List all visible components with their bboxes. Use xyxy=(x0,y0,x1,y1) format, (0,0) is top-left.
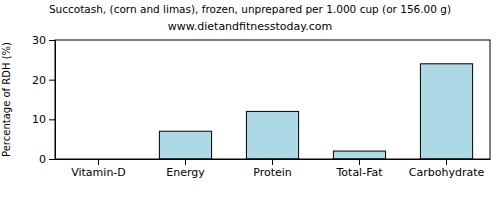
plot-frame xyxy=(55,40,490,159)
plot: 0 10 20 30 Vitamin-D Energy Protein Total-Fat Ca… xyxy=(32,34,491,179)
y-tick-mark xyxy=(49,119,55,120)
bar xyxy=(246,111,298,159)
x-tick-label: Carbohydrate xyxy=(409,166,485,179)
y-axis: 0 10 20 30 xyxy=(32,34,56,166)
x-tick-mark xyxy=(98,159,99,165)
chart: Succotash, (corn and limas), frozen, unp… xyxy=(0,0,500,200)
x-tick: Total-Fat xyxy=(335,159,383,179)
x-tick: Protein xyxy=(253,159,292,179)
x-tick-mark xyxy=(359,159,360,165)
x-tick: Carbohydrate xyxy=(409,159,485,179)
x-tick: Energy xyxy=(166,159,205,179)
x-tick-label: Total-Fat xyxy=(335,166,383,179)
y-tick: 30 xyxy=(32,34,55,47)
y-tick-mark xyxy=(49,40,55,41)
bar xyxy=(159,131,211,159)
bar xyxy=(420,64,472,159)
y-tick-label: 10 xyxy=(32,113,46,126)
y-axis-line xyxy=(55,41,56,160)
title: Succotash, (corn and limas), frozen, unp… xyxy=(49,3,451,15)
y-tick-mark xyxy=(49,80,55,81)
bars xyxy=(159,64,472,159)
y-tick: 10 xyxy=(32,113,55,126)
x-tick-label: Energy xyxy=(166,166,205,179)
y-tick-label: 20 xyxy=(32,74,46,87)
y-tick: 0 xyxy=(39,153,55,166)
subtitle: www.dietandfitnesstoday.com xyxy=(168,20,332,33)
x-tick: Vitamin-D xyxy=(71,159,126,179)
y-tick-label: 0 xyxy=(39,153,46,166)
x-tick-label: Protein xyxy=(253,166,292,179)
y-tick-label: 30 xyxy=(32,34,46,47)
x-axis: Vitamin-D Energy Protein Total-Fat Carbohydr… xyxy=(56,159,491,179)
y-tick-mark xyxy=(49,159,55,160)
y-axis-title: Percentage of RDH (%) xyxy=(1,42,12,157)
x-tick-label: Vitamin-D xyxy=(71,166,126,179)
bar xyxy=(333,151,385,159)
y-tick: 20 xyxy=(32,74,55,87)
x-tick-mark xyxy=(446,159,447,165)
x-tick-mark xyxy=(185,159,186,165)
x-tick-mark xyxy=(272,159,273,165)
